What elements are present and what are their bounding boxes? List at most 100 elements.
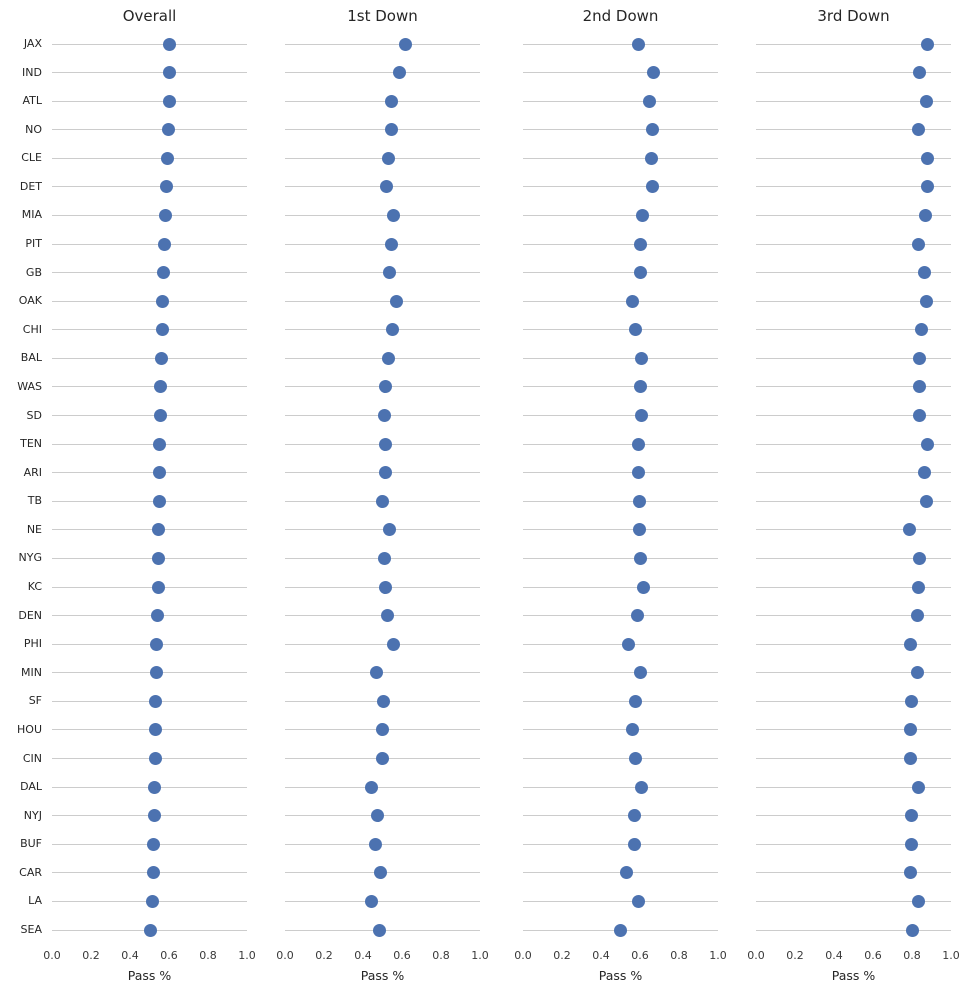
row-grid-line (523, 300, 718, 302)
row-grid-line (52, 329, 247, 331)
x-tick-label: 0.6 (631, 949, 649, 962)
row-grid-line (52, 186, 247, 188)
team-dot (153, 437, 167, 451)
team-dot (644, 151, 658, 165)
team-dot (162, 37, 176, 51)
team-dot (912, 66, 926, 80)
team-axis-label: NE (26, 522, 42, 536)
row-grid-line (52, 43, 247, 45)
row-grid-line (523, 900, 718, 902)
row-grid-line (523, 214, 718, 216)
row-grid-line (756, 500, 951, 502)
team-axis-label: WAS (17, 379, 42, 393)
x-tick-label: 1.0 (471, 949, 489, 962)
team-dot (159, 180, 173, 194)
row-grid-line (756, 843, 951, 845)
row-grid-line (756, 815, 951, 817)
team-dot (646, 123, 660, 137)
team-dot (378, 580, 392, 594)
team-axis-label: CAR (19, 865, 42, 879)
row-grid-line (523, 786, 718, 788)
team-dot (158, 237, 172, 251)
x-tick-label: 0.0 (514, 949, 532, 962)
row-grid-line (285, 529, 480, 531)
team-dot (371, 809, 385, 823)
row-grid-line (52, 443, 247, 445)
team-dot (919, 494, 933, 508)
team-dot (620, 866, 634, 880)
team-dot (148, 723, 162, 737)
team-dot (632, 37, 646, 51)
row-grid-line (52, 72, 247, 74)
row-grid-line (285, 643, 480, 645)
x-tick-label: 0.4 (592, 949, 610, 962)
team-axis-label: NO (25, 122, 42, 136)
team-dot (377, 551, 391, 565)
team-dot (368, 837, 382, 851)
team-dot (160, 151, 174, 165)
team-dot (631, 609, 645, 623)
row-grid-line (285, 329, 480, 331)
team-axis-label: DET (19, 179, 42, 193)
row-grid-line (756, 386, 951, 388)
team-axis-label: SF (28, 694, 42, 708)
team-dot (919, 94, 933, 108)
team-dot (904, 752, 918, 766)
team-dot (913, 351, 927, 365)
row-grid-line (523, 357, 718, 359)
team-dot (921, 180, 935, 194)
team-dot (903, 866, 917, 880)
team-axis-label: BUF (20, 837, 42, 851)
row-grid-line (756, 157, 951, 159)
team-dot (625, 294, 639, 308)
x-tick-label: 1.0 (709, 949, 727, 962)
row-grid-line (523, 443, 718, 445)
row-grid-line (523, 758, 718, 760)
row-grid-line (285, 243, 480, 245)
team-dot (377, 409, 391, 423)
row-grid-line (756, 643, 951, 645)
row-grid-line (52, 300, 247, 302)
team-axis-label: ARI (23, 465, 42, 479)
team-dot (632, 466, 646, 480)
team-axis-label: LA (28, 894, 42, 908)
row-grid-line (523, 157, 718, 159)
x-tick-label: 0.2 (315, 949, 333, 962)
team-dot (912, 123, 926, 137)
team-dot (154, 380, 168, 394)
row-grid-line (523, 729, 718, 731)
team-dot (151, 551, 165, 565)
x-axis-label: Pass % (598, 968, 643, 983)
team-dot (379, 437, 393, 451)
team-dot (634, 409, 648, 423)
team-axis-label: DAL (20, 780, 42, 794)
team-dot (914, 323, 928, 337)
row-grid-line (523, 129, 718, 131)
team-dot (152, 494, 166, 508)
team-dot (626, 723, 640, 737)
x-tick-label: 0.6 (864, 949, 882, 962)
team-dot (920, 151, 934, 165)
team-axis-label: NYJ (23, 808, 42, 822)
row-grid-line (52, 129, 247, 131)
row-grid-line (52, 100, 247, 102)
team-axis-label: BAL (20, 351, 42, 365)
team-axis-label: ATL (22, 94, 42, 108)
team-dot (376, 694, 390, 708)
team-axis-label: SD (26, 408, 42, 422)
team-axis-label: JAX (23, 37, 42, 50)
row-grid-line (52, 472, 247, 474)
row-grid-line (756, 329, 951, 331)
x-tick-label: 0.4 (825, 949, 843, 962)
row-grid-line (52, 357, 247, 359)
team-axis-label: CHI (22, 322, 42, 336)
row-grid-line (756, 529, 951, 531)
row-grid-line (756, 615, 951, 617)
team-axis-label: SEA (20, 923, 42, 936)
team-dot (904, 809, 918, 823)
team-dot (154, 351, 168, 365)
row-grid-line (52, 643, 247, 645)
team-dot (144, 923, 158, 937)
row-grid-line (523, 529, 718, 531)
row-grid-line (52, 157, 247, 159)
